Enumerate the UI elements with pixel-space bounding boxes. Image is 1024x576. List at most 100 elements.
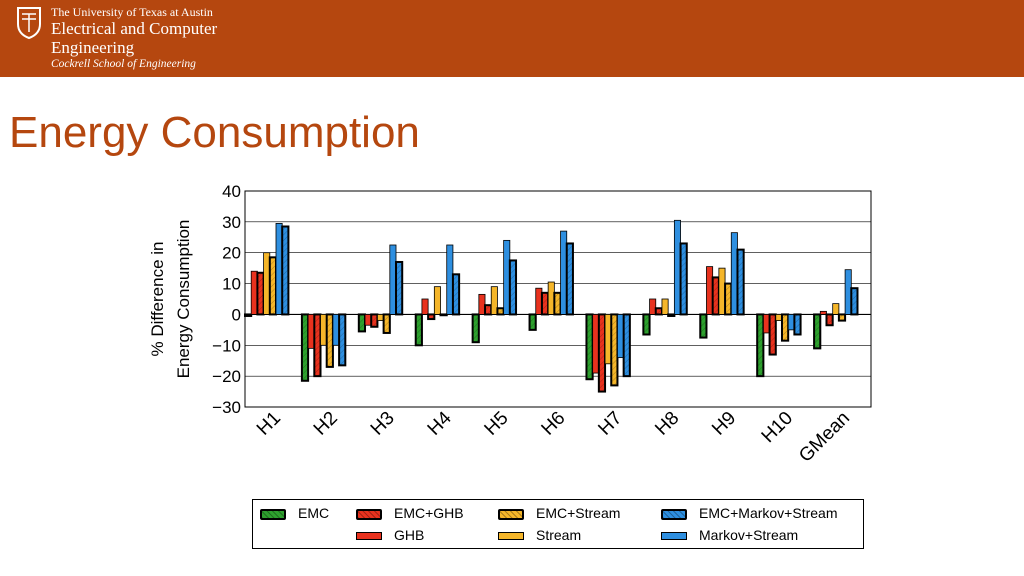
- x-tick-label: GMean: [795, 408, 854, 467]
- bar-gmean-emc-markov-stream: [850, 287, 859, 316]
- bar-h4-ghb: [421, 298, 429, 315]
- x-tick-label: H8: [651, 408, 683, 440]
- bar-h7-emc: [585, 313, 594, 381]
- legend-swatch: [498, 508, 524, 520]
- header-banner: The University of Texas at Austin Electr…: [0, 0, 1024, 77]
- bar-h4-stream: [433, 286, 441, 315]
- bar-h2-emc-ghb: [313, 313, 322, 378]
- y-tick-label: 40: [222, 182, 241, 201]
- bar-h5-stream: [490, 286, 498, 315]
- bar-h2-emc-markov-stream: [338, 313, 347, 367]
- bar-h6-emc-ghb: [540, 291, 550, 316]
- bar-h9-emc-markov-stream: [736, 248, 745, 316]
- bar-h10-emc: [756, 313, 765, 378]
- chart-legend: EMC EMC+GHB GHB EMC+Stream Stream EMC+Markov+…: [252, 499, 864, 549]
- bar-h7-emc-markov-stream: [622, 313, 631, 378]
- plot-frame: [244, 190, 872, 408]
- bar-h5-emc-ghb: [484, 304, 493, 316]
- bar-h9-emc-ghb: [711, 276, 720, 316]
- legend-item-markov-stream: Markov+Stream: [661, 526, 798, 544]
- bar-h7-emc-stream: [610, 313, 619, 387]
- bar-h8-emc-ghb: [654, 307, 663, 316]
- legend-label: Markov+Stream: [699, 527, 799, 543]
- energy-chart: 40 30 20 10 0 −10 −20 −30 H1 H2 H3 H4 H5 H6 H7 H8 H9 H10G…: [148, 182, 872, 467]
- bar-h3-emc-stream: [382, 313, 391, 334]
- bar-h1-emc-ghb: [256, 271, 265, 316]
- bar-h8-emc-markov-stream: [679, 242, 688, 316]
- bar-gmean-emc-stream: [837, 313, 847, 322]
- x-tick-label: H9: [708, 408, 740, 440]
- y-tick-label: 10: [222, 275, 241, 294]
- bar-h8-emc: [642, 313, 651, 336]
- y-tick-label: 20: [222, 244, 241, 263]
- y-tick-label: −20: [212, 367, 241, 386]
- department-name-line2: Engineering: [51, 38, 135, 57]
- bar-h3-emc-markov-stream: [395, 260, 404, 316]
- slide-title: Energy Consumption: [9, 108, 420, 157]
- bar-gmean-emc-ghb: [825, 313, 834, 327]
- university-name: The University of Texas at Austin: [51, 5, 213, 19]
- x-tick-label: H2: [310, 408, 342, 440]
- y-tick-label: 0: [232, 305, 241, 324]
- bar-gmean-stream: [832, 303, 840, 315]
- y-tick-label: 30: [222, 213, 241, 232]
- y-tick-label: −10: [212, 336, 241, 355]
- bar-h6-emc: [528, 313, 537, 331]
- bar-h3-emc-ghb: [370, 313, 379, 328]
- department-name-line1: Electrical and Computer: [51, 19, 218, 38]
- x-tick-label: H5: [481, 408, 513, 440]
- legend-label: GHB: [394, 527, 425, 543]
- legend-item-ghb: GHB: [356, 526, 424, 544]
- bar-h8-ghb: [649, 298, 657, 315]
- chart-axes: [244, 190, 872, 408]
- brand-block: The University of Texas at Austin Electr…: [51, 5, 217, 71]
- bar-h1-emc: [244, 313, 253, 317]
- x-tick-label: H10: [758, 408, 797, 447]
- legend-label: EMC: [298, 505, 330, 521]
- bar-h1-emc-stream: [268, 256, 278, 316]
- legend-swatch: [498, 532, 524, 541]
- bar-h6-emc-stream: [553, 291, 562, 316]
- legend-label: EMC+Markov+Stream: [699, 505, 838, 521]
- y-tick-label: −30: [212, 398, 241, 417]
- bar-h4-emc-markov-stream: [451, 273, 461, 316]
- bar-h2-emc-stream: [325, 313, 334, 368]
- bar-h10-emc-stream: [780, 313, 790, 342]
- bar-h2-emc: [300, 313, 310, 382]
- legend-label: EMC+GHB: [394, 505, 464, 521]
- legend-label: EMC+Stream: [536, 505, 621, 521]
- y-axis-label-line1: % Difference in: [148, 242, 167, 357]
- bar-h4-emc-ghb: [427, 313, 436, 321]
- x-tick-label: H7: [594, 408, 626, 440]
- bar-h5-emc: [471, 313, 480, 344]
- x-tick-label: H3: [367, 408, 399, 440]
- bar-h1-emc-markov-stream: [281, 225, 290, 316]
- bar-gmean-ghb: [819, 310, 827, 315]
- bar-h4-emc: [414, 313, 423, 347]
- x-tick-label: H4: [424, 407, 456, 439]
- chart-labels: 40 30 20 10 0 −10 −20 −30 H1 H2 H3 H4 H5 H6 H7 H8 H9 H10G…: [148, 182, 854, 467]
- x-tick-label: H6: [538, 408, 570, 440]
- bar-h9-emc: [699, 313, 708, 339]
- y-axis-label-line2: Energy Consumption: [174, 220, 193, 379]
- bar-h9-emc-stream: [724, 282, 733, 316]
- bar-h5-emc-markov-stream: [508, 259, 518, 316]
- bar-h7-emc-ghb: [597, 313, 607, 393]
- bar-h4-emc-stream: [439, 313, 448, 317]
- bar-h3-emc: [357, 313, 367, 333]
- bar-h8-emc-stream: [667, 313, 676, 317]
- legend-swatch: [356, 508, 382, 520]
- x-tick-label: H1: [253, 408, 285, 440]
- ut-seal-icon: [17, 7, 41, 40]
- bar-h6-emc-markov-stream: [565, 242, 574, 316]
- legend-swatch: [661, 532, 687, 541]
- legend-item-emc-ghb: EMC+GHB: [356, 504, 464, 522]
- bar-h10-emc-ghb: [768, 313, 777, 356]
- bar-h10-emc-markov-stream: [793, 313, 802, 336]
- legend-item-emc-markov-stream: EMC+Markov+Stream: [661, 504, 837, 522]
- legend-item-stream: Stream: [498, 526, 581, 544]
- legend-label: Stream: [536, 527, 582, 543]
- legend-swatch: [356, 532, 382, 541]
- legend-item-emc-stream: EMC+Stream: [498, 504, 620, 522]
- bar-h8-stream: [661, 298, 669, 315]
